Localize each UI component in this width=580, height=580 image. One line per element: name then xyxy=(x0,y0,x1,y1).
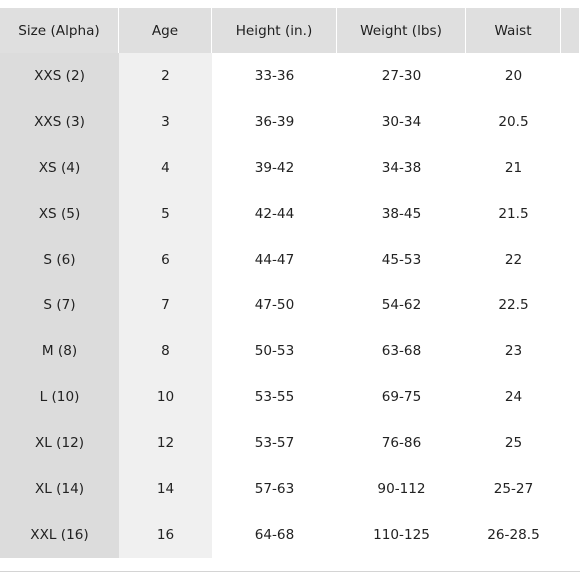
empty-cell xyxy=(561,420,580,466)
empty-cell xyxy=(561,282,580,328)
empty-cell xyxy=(561,328,580,374)
waist-cell: 21 xyxy=(504,159,523,176)
height-cell: 64-68 xyxy=(254,526,295,543)
waist-cell: 23 xyxy=(504,343,523,360)
size-cell: XXS (2) xyxy=(34,67,85,84)
table-row: XL (12) 12 53-57 76-86 25 xyxy=(0,420,580,466)
empty-cell xyxy=(561,466,580,512)
height-cell: 50-53 xyxy=(254,343,295,360)
size-cell: XS (5) xyxy=(38,205,81,222)
size-column-background xyxy=(0,53,119,558)
table-row: XS (5) 5 42-44 38-45 21.5 xyxy=(0,191,580,237)
waist-cell: 22 xyxy=(504,251,523,268)
height-cell: 36-39 xyxy=(254,113,295,130)
weight-cell: 54-62 xyxy=(381,297,422,314)
waist-cell: 24 xyxy=(504,389,523,406)
height-cell: 47-50 xyxy=(254,297,295,314)
waist-cell: 22.5 xyxy=(498,297,529,314)
size-cell: S (7) xyxy=(43,297,76,314)
size-cell: L (10) xyxy=(39,389,80,406)
empty-cell xyxy=(561,99,580,145)
weight-cell: 34-38 xyxy=(381,159,422,176)
age-cell: 4 xyxy=(161,159,170,176)
waist-cell: 21.5 xyxy=(498,205,529,222)
height-cell: 44-47 xyxy=(254,251,295,268)
table-row: XXL (16) 16 64-68 110-125 26-28.5 xyxy=(0,512,580,558)
size-cell: XL (12) xyxy=(34,435,85,452)
table-row: XXS (2) 2 33-36 27-30 20 xyxy=(0,53,580,99)
table-row: M (8) 8 50-53 63-68 23 xyxy=(0,328,580,374)
header-row: Size (Alpha) Age Height (in.) Weight (lb… xyxy=(0,8,580,53)
age-cell: 2 xyxy=(161,67,170,84)
age-cell: 14 xyxy=(156,480,175,497)
weight-cell: 30-34 xyxy=(381,113,422,130)
height-cell: 42-44 xyxy=(254,205,295,222)
table-row: L (10) 10 53-55 69-75 24 xyxy=(0,374,580,420)
empty-cell xyxy=(561,512,580,558)
table-row: S (7) 7 47-50 54-62 22.5 xyxy=(0,282,580,328)
height-cell: 53-55 xyxy=(254,389,295,406)
empty-cell xyxy=(561,237,580,283)
header-waist: Waist xyxy=(466,8,561,53)
size-cell: XXS (3) xyxy=(34,113,85,130)
height-cell: 33-36 xyxy=(254,67,295,84)
table-row: XS (4) 4 39-42 34-38 21 xyxy=(0,145,580,191)
weight-cell: 27-30 xyxy=(381,67,422,84)
size-cell: XXL (16) xyxy=(30,526,89,543)
waist-cell: 25 xyxy=(504,435,523,452)
empty-cell xyxy=(561,145,580,191)
empty-cell xyxy=(561,191,580,237)
table-body: XXS (2) 2 33-36 27-30 20 XXS (3) 3 36-39… xyxy=(0,53,580,558)
size-cell: M (8) xyxy=(41,343,78,360)
size-cell: S (6) xyxy=(43,251,76,268)
weight-cell: 38-45 xyxy=(381,205,422,222)
header-size-alpha: Size (Alpha) xyxy=(0,8,119,53)
waist-cell: 25-27 xyxy=(493,480,534,497)
header-height: Height (in.) xyxy=(212,8,337,53)
age-cell: 16 xyxy=(156,526,175,543)
age-cell: 6 xyxy=(161,251,170,268)
empty-cell xyxy=(561,374,580,420)
weight-cell: 76-86 xyxy=(381,435,422,452)
weight-cell: 90-112 xyxy=(377,480,426,497)
height-cell: 53-57 xyxy=(254,435,295,452)
age-cell: 5 xyxy=(161,205,170,222)
header-weight: Weight (lbs) xyxy=(337,8,466,53)
age-column-background xyxy=(119,53,212,558)
header-age: Age xyxy=(119,8,212,53)
height-cell: 39-42 xyxy=(254,159,295,176)
waist-cell: 20 xyxy=(504,67,523,84)
age-cell: 7 xyxy=(161,297,170,314)
weight-cell: 45-53 xyxy=(381,251,422,268)
weight-cell: 110-125 xyxy=(373,526,430,543)
table-row: XL (14) 14 57-63 90-112 25-27 xyxy=(0,466,580,512)
age-cell: 10 xyxy=(156,389,175,406)
age-cell: 8 xyxy=(161,343,170,360)
waist-cell: 26-28.5 xyxy=(487,526,540,543)
size-cell: XL (14) xyxy=(34,480,85,497)
age-cell: 12 xyxy=(156,435,175,452)
table-row: S (6) 6 44-47 45-53 22 xyxy=(0,237,580,283)
size-cell: XS (4) xyxy=(38,159,81,176)
header-next-column xyxy=(561,8,580,53)
height-cell: 57-63 xyxy=(254,480,295,497)
table-row: XXS (3) 3 36-39 30-34 20.5 xyxy=(0,99,580,145)
weight-cell: 69-75 xyxy=(381,389,422,406)
bottom-divider xyxy=(0,571,580,572)
age-cell: 3 xyxy=(161,113,170,130)
weight-cell: 63-68 xyxy=(381,343,422,360)
waist-cell: 20.5 xyxy=(498,113,529,130)
empty-cell xyxy=(561,53,580,99)
